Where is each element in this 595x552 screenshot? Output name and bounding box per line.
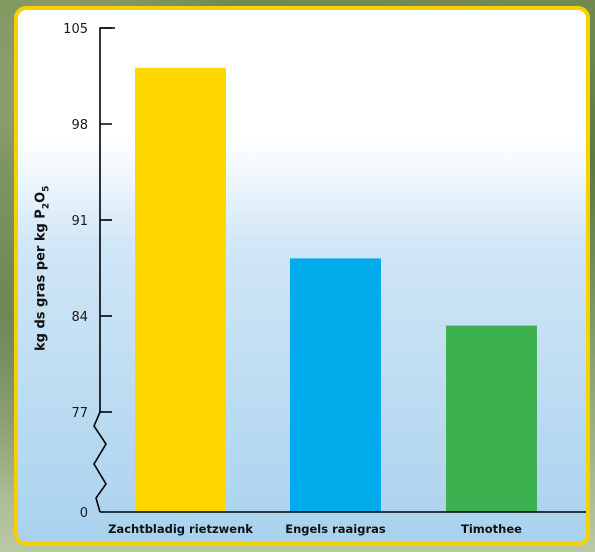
y-tick-label: 105 bbox=[63, 22, 88, 37]
bars-layer bbox=[135, 67, 537, 512]
x-tick-labels: Zachtbladig rietzwenk Engels raaigras Timo… bbox=[108, 522, 522, 536]
y-axis-break bbox=[93, 411, 107, 513]
y-ticks: 105 98 91 84 77 0 bbox=[63, 22, 112, 521]
bar-3 bbox=[446, 325, 537, 512]
bar-2 bbox=[290, 258, 381, 512]
x-axis-line bbox=[100, 511, 586, 513]
x-tick-label: Zachtbladig rietzwenk bbox=[108, 522, 253, 536]
bar-1 bbox=[135, 67, 226, 512]
y-tick-label: 0 bbox=[80, 506, 88, 521]
chart-panel: 105 98 91 84 77 0 Zachtbladig rietzwenk Engels… bbox=[14, 6, 590, 546]
y-tick-label: 84 bbox=[71, 310, 88, 325]
y-tick-label: 98 bbox=[71, 118, 88, 133]
bar-chart: 105 98 91 84 77 0 Zachtbladig rietzwenk Engels… bbox=[63, 22, 586, 536]
y-tick-label: 77 bbox=[71, 406, 88, 421]
x-tick-label: Engels raaigras bbox=[285, 522, 386, 536]
y-tick-label: 91 bbox=[71, 214, 88, 229]
x-tick-label: Timothee bbox=[461, 522, 522, 536]
y-axis-label: kg ds gras per kg P2O5 bbox=[33, 185, 52, 352]
